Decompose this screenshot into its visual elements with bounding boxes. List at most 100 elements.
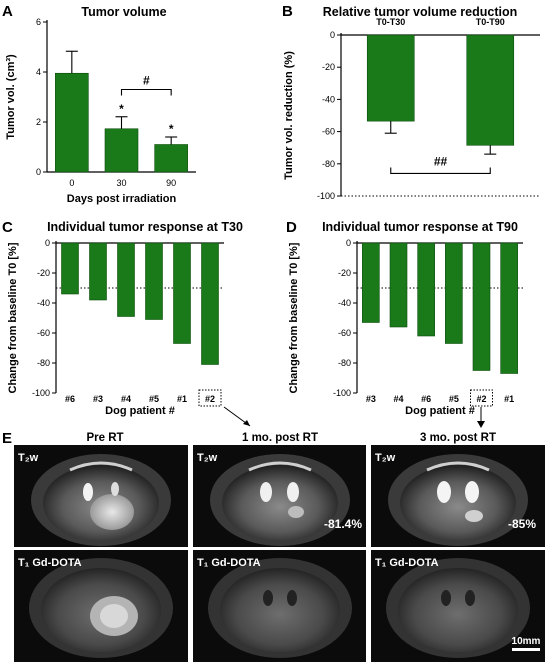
bar: [417, 242, 435, 337]
y-axis-label: Tumor vol. reduction (%): [283, 51, 295, 180]
mri-col-3mo: 3 mo. post RT: [420, 432, 496, 444]
category-label: #3: [93, 394, 103, 404]
bar: [61, 242, 79, 295]
category-label: #5: [149, 394, 159, 404]
y-tick-label: 0: [45, 238, 50, 248]
chart-title: Individual tumor response at T90: [322, 220, 518, 234]
y-tick-label: 0: [346, 238, 351, 248]
significance-star: *: [119, 102, 124, 116]
bar: [173, 242, 191, 344]
bar: [472, 242, 491, 371]
scale-bar-label: 10mm: [512, 636, 541, 647]
category-label: #6: [65, 394, 75, 404]
mri-t1-1mo: [193, 550, 366, 662]
category-label: T0-T30: [376, 17, 405, 27]
y-tick-label: -80: [37, 358, 50, 368]
category-label: #1: [504, 394, 514, 404]
chart-tumor-volume: Tumor volume Tumor vol. (cm³) Days post ir…: [5, 5, 196, 205]
y-tick-label: -60: [37, 328, 50, 338]
x-axis-label: Dog patient #: [405, 405, 475, 417]
y-axis-label: Change from baseline T0 [%]: [7, 242, 19, 393]
chart-title: Tumor volume: [81, 5, 166, 19]
panel-label-a: A: [2, 3, 13, 20]
y-tick-label: -20: [322, 62, 335, 72]
chart-title: Relative tumor volume reduction: [323, 5, 517, 19]
y-axis-label: Change from baseline T0 [%]: [288, 242, 300, 393]
connector-c-arrow: [243, 420, 250, 426]
panel-label-b: B: [282, 3, 293, 20]
chart-response-t90: Individual tumor response at T90 Change f…: [288, 220, 523, 417]
category-label: #3: [366, 394, 376, 404]
bar: [362, 242, 380, 323]
category-label: T0-T90: [476, 17, 505, 27]
significance-double-hash: ##: [434, 154, 448, 168]
y-tick-label: -100: [333, 388, 351, 398]
category-label: 90: [166, 178, 176, 188]
chart-response-t30: Individual tumor response at T30 Change f…: [7, 220, 243, 417]
y-tick-label: -60: [338, 328, 351, 338]
panel-label-d: D: [286, 219, 297, 236]
category-label: #4: [393, 394, 403, 404]
mri-row1-label-a: T₂w: [18, 452, 39, 464]
category-label: #6: [421, 394, 431, 404]
mri-col-pre-rt: Pre RT: [86, 432, 123, 444]
mri-row2-label-c: T₁ Gd-DOTA: [375, 557, 439, 569]
mri-t2w-3mo: [371, 445, 545, 547]
y-tick-label: -60: [322, 127, 335, 137]
y-tick-label: -40: [322, 94, 335, 104]
y-tick-label: -80: [322, 159, 335, 169]
mri-reduction-1mo: -81.4%: [324, 517, 362, 531]
scale-bar: [512, 648, 540, 651]
category-label: 0: [69, 178, 74, 188]
category-label: 30: [116, 178, 126, 188]
highlight-box: [198, 389, 222, 407]
mri-t1-pre: [14, 550, 188, 662]
y-tick-label: -100: [32, 388, 50, 398]
bar: [55, 72, 89, 173]
y-tick-label: 2: [36, 117, 41, 127]
category-label: #5: [449, 394, 459, 404]
significance-bracket: [390, 167, 491, 175]
x-axis-label: Days post irradiation: [67, 193, 177, 205]
chart-title: Individual tumor response at T30: [47, 220, 243, 234]
bar: [389, 242, 408, 328]
category-label: #1: [177, 394, 187, 404]
category-label: #2: [205, 394, 215, 404]
bar: [366, 34, 415, 122]
category-label: #2: [476, 394, 486, 404]
mri-row1-label-c: T₂w: [375, 452, 396, 464]
mri-col-1mo: 1 mo. post RT: [242, 432, 318, 444]
y-tick-label: -20: [338, 268, 351, 278]
y-tick-label: -20: [37, 268, 50, 278]
y-tick-label: 0: [36, 167, 41, 177]
bar: [500, 242, 518, 374]
y-axis-label: Tumor vol. (cm³): [5, 54, 17, 140]
y-tick-label: 0: [330, 30, 335, 40]
y-tick-label: 4: [36, 67, 41, 77]
mri-row1-label-b: T₂w: [197, 452, 218, 464]
bar: [104, 128, 139, 173]
bar: [89, 242, 107, 301]
mri-row2-label-a: T₁ Gd-DOTA: [18, 557, 82, 569]
bar: [466, 34, 515, 146]
highlight-box: [470, 389, 493, 407]
mri-t1-3mo: [371, 550, 545, 662]
y-tick-label: 6: [36, 17, 41, 27]
panel-label-e: E: [2, 430, 12, 447]
bar: [154, 144, 188, 173]
mri-t2w-1mo: [193, 445, 366, 547]
mri-t2w-pre: [14, 445, 188, 547]
significance-star: *: [169, 122, 174, 136]
bar: [201, 242, 219, 365]
connector-d-arrow: [477, 421, 485, 428]
significance-bracket: [120, 88, 172, 96]
bar: [145, 242, 163, 320]
panel-label-c: C: [2, 219, 13, 236]
x-axis-label: Dog patient #: [105, 405, 175, 417]
significance-hash: #: [143, 74, 150, 88]
y-tick-label: -80: [338, 358, 351, 368]
y-tick-label: -40: [37, 298, 50, 308]
mri-row2-label-b: T₁ Gd-DOTA: [197, 557, 261, 569]
y-tick-label: -100: [317, 191, 335, 201]
